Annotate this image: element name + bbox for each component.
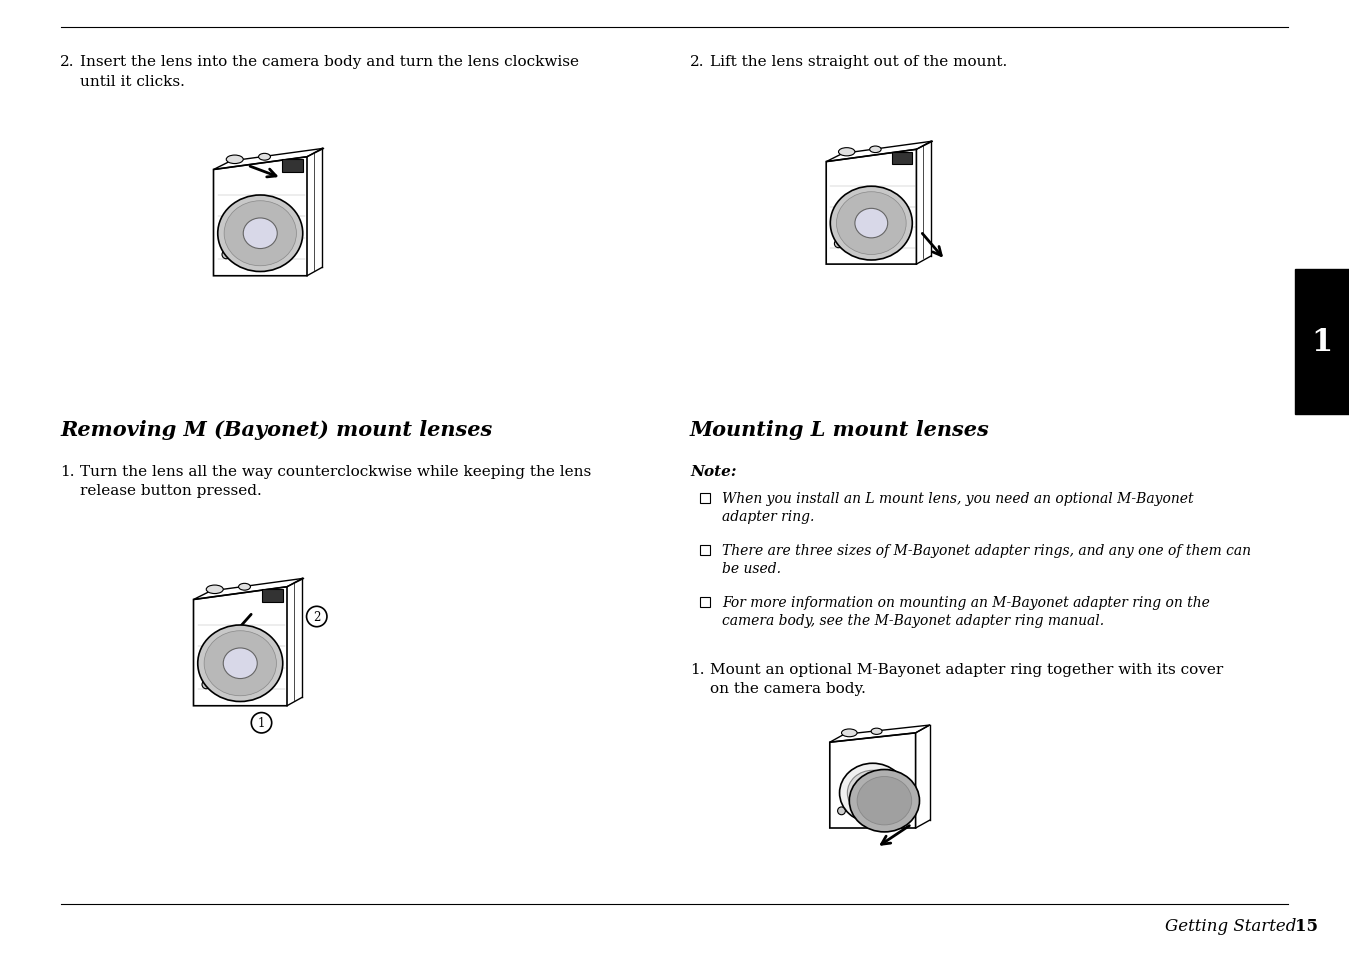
Ellipse shape — [223, 648, 258, 679]
Text: 15: 15 — [1295, 917, 1318, 934]
Text: Getting Started: Getting Started — [1166, 917, 1296, 934]
Text: Insert the lens into the camera body and turn the lens clockwise
until it clicks: Insert the lens into the camera body and… — [80, 55, 579, 89]
Text: 1.: 1. — [59, 464, 74, 478]
Text: When you install an L mount lens, you need an optional M-Bayonet
adapter ring.: When you install an L mount lens, you ne… — [722, 492, 1194, 524]
Text: 1: 1 — [1311, 327, 1333, 358]
Ellipse shape — [221, 646, 259, 680]
Ellipse shape — [259, 154, 270, 161]
Ellipse shape — [857, 777, 912, 825]
Ellipse shape — [850, 770, 920, 832]
Text: 1: 1 — [258, 717, 266, 729]
Text: Note:: Note: — [689, 464, 737, 478]
Ellipse shape — [839, 763, 905, 822]
Ellipse shape — [870, 147, 881, 153]
Text: Mount an optional M-Bayonet adapter ring together with its cover
on the camera b: Mount an optional M-Bayonet adapter ring… — [710, 662, 1224, 696]
Ellipse shape — [204, 631, 277, 696]
Text: Mounting L mount lenses: Mounting L mount lenses — [689, 419, 990, 439]
Text: Removing M (Bayonet) mount lenses: Removing M (Bayonet) mount lenses — [59, 419, 492, 439]
Ellipse shape — [213, 639, 268, 688]
FancyBboxPatch shape — [282, 160, 302, 172]
Ellipse shape — [853, 207, 890, 240]
Ellipse shape — [830, 187, 912, 261]
Ellipse shape — [239, 584, 251, 591]
Ellipse shape — [871, 728, 882, 735]
Ellipse shape — [842, 729, 857, 737]
Text: There are three sizes of M-Bayonet adapter rings, and any one of them can
be use: There are three sizes of M-Bayonet adapt… — [722, 543, 1251, 576]
Circle shape — [838, 807, 846, 815]
FancyBboxPatch shape — [1295, 270, 1349, 415]
Text: 1.: 1. — [689, 662, 704, 677]
Ellipse shape — [243, 219, 278, 250]
Circle shape — [835, 240, 843, 249]
Text: 2.: 2. — [59, 55, 74, 69]
Ellipse shape — [206, 585, 223, 594]
Text: Lift the lens straight out of the mount.: Lift the lens straight out of the mount. — [710, 55, 1008, 69]
Circle shape — [202, 680, 210, 689]
Ellipse shape — [232, 209, 287, 259]
Ellipse shape — [227, 156, 243, 164]
Ellipse shape — [844, 200, 898, 248]
Text: 2: 2 — [313, 610, 321, 623]
Text: Turn the lens all the way counterclockwise while keeping the lens
release button: Turn the lens all the way counterclockwi… — [80, 464, 591, 498]
Circle shape — [251, 713, 271, 733]
Circle shape — [223, 251, 231, 259]
Ellipse shape — [241, 217, 279, 252]
Ellipse shape — [839, 149, 855, 156]
Ellipse shape — [836, 193, 907, 255]
Ellipse shape — [847, 770, 898, 816]
Text: 2.: 2. — [689, 55, 704, 69]
Ellipse shape — [198, 625, 283, 701]
Ellipse shape — [224, 201, 297, 267]
FancyBboxPatch shape — [262, 590, 283, 602]
FancyBboxPatch shape — [892, 152, 912, 165]
Ellipse shape — [217, 195, 302, 273]
Text: For more information on mounting an M-Bayonet adapter ring on the
camera body, s: For more information on mounting an M-Ba… — [722, 596, 1210, 628]
Circle shape — [306, 607, 326, 627]
Ellipse shape — [855, 209, 888, 238]
